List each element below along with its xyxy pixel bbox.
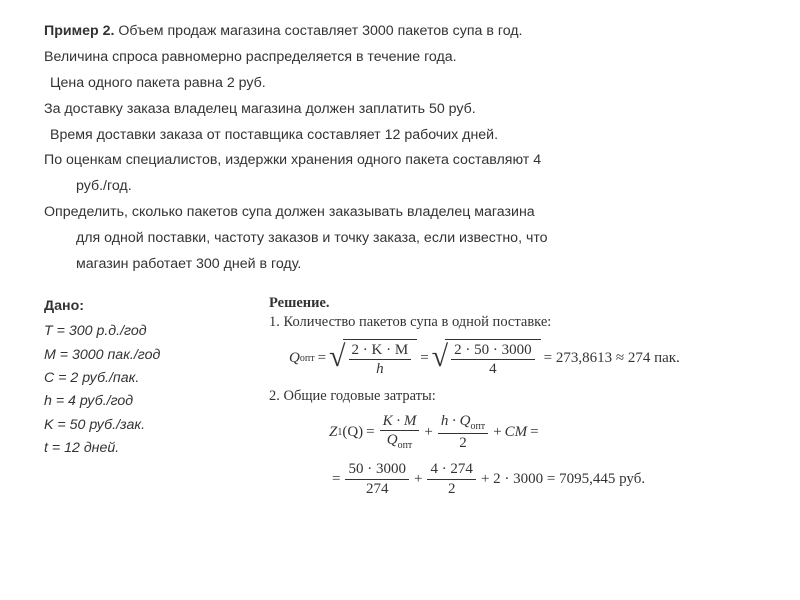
line5: Время доставки заказа от поставщика сост… — [44, 126, 770, 146]
sqrt-1: √ 2 · K · M h — [329, 339, 417, 378]
step1-label: 1. Количество пакетов супа в одной поста… — [269, 314, 770, 331]
given-block: Дано: T = 300 р.д./год M = 3000 пак./год… — [44, 295, 269, 508]
line7c: магазин работает 300 дней в году. — [44, 255, 770, 275]
line4: За доставку заказа владелец магазина дол… — [44, 100, 770, 120]
given-t: t = 12 дней. — [44, 440, 119, 456]
given-h: h = 4 руб./год — [44, 393, 133, 409]
solution-heading: Решение. — [269, 295, 770, 312]
formula-eoq: Qопт = √ 2 · K · M h = √ — [289, 339, 770, 378]
line2: Величина спроса равномерно распределяетс… — [44, 48, 770, 68]
line6b: руб./год. — [44, 177, 770, 197]
line7a: Определить, сколько пакетов супа должен … — [44, 203, 770, 223]
example-label: Пример 2. — [44, 23, 118, 39]
sqrt-2: √ 2 · 50 · 3000 4 — [432, 339, 541, 378]
problem-statement: Пример 2. Объем продаж магазина составля… — [44, 22, 770, 275]
eq2-cm: CM — [505, 424, 528, 441]
eq3-t1-num: 50 · 3000 — [345, 461, 409, 480]
eq2-t2-num-a: h · Q — [441, 413, 471, 429]
sq1-num: 2 · K · M — [349, 342, 412, 361]
sq2-den: 4 — [486, 360, 500, 378]
eq2-t1-den-var: Q — [387, 432, 398, 448]
eq3-t2-den: 2 — [445, 480, 459, 498]
given-T: T = 300 р.д./год — [44, 323, 147, 339]
sq1-den: h — [373, 360, 387, 378]
given-K: K = 50 руб./зак. — [44, 417, 145, 433]
line6a: По оценкам специалистов, издержки хранен… — [44, 151, 770, 171]
eq2-eqend: = — [527, 424, 541, 441]
solution-block: Решение. 1. Количество пакетов супа в од… — [269, 295, 770, 508]
eq3-t2-num: 4 · 274 — [427, 461, 476, 480]
step2-label: 2. Общие годовые затраты: — [269, 388, 770, 405]
eq2-t1-num: K · M — [380, 413, 420, 432]
line1: Объем продаж магазина составляет 3000 па… — [118, 23, 522, 39]
line3: Цена одного пакета равна 2 руб. — [44, 74, 770, 94]
eq2-t2-num-sub: опт — [470, 421, 485, 432]
formula-cost-symbolic: Z1(Q) = K · M Qопт + h · Qопт 2 + CM = — [329, 413, 770, 452]
eq1-lhs-var: Q — [289, 350, 300, 367]
formula-cost-numeric: = 50 · 3000 274 + 4 · 274 2 + 2 · 3000 =… — [329, 461, 770, 497]
eq3-t1-den: 274 — [363, 480, 392, 498]
eq2-t1-den-sub: опт — [398, 440, 413, 451]
sq2-num: 2 · 50 · 3000 — [451, 342, 535, 361]
eq2-plus2: + — [490, 424, 504, 441]
given-C: C = 2 руб./пак. — [44, 370, 139, 386]
line7b: для одной поставки, частоту заказов и то… — [44, 229, 770, 249]
eq1-result: = 273,8613 ≈ 274 пак. — [541, 350, 683, 367]
given-M: M = 3000 пак./год — [44, 347, 160, 363]
eq2-t2-den: 2 — [456, 434, 470, 452]
given-heading: Дано: — [44, 295, 269, 318]
eq3-rest: + 2 · 3000 = 7095,445 руб. — [478, 471, 648, 488]
eq2-plus1: + — [421, 424, 435, 441]
eq3-plus1: + — [411, 471, 425, 488]
eq2-lhs-arg: (Q) — [342, 424, 363, 441]
eq1-lhs-sub: опт — [300, 353, 315, 364]
eq2-lhs-var: Z — [329, 424, 337, 441]
